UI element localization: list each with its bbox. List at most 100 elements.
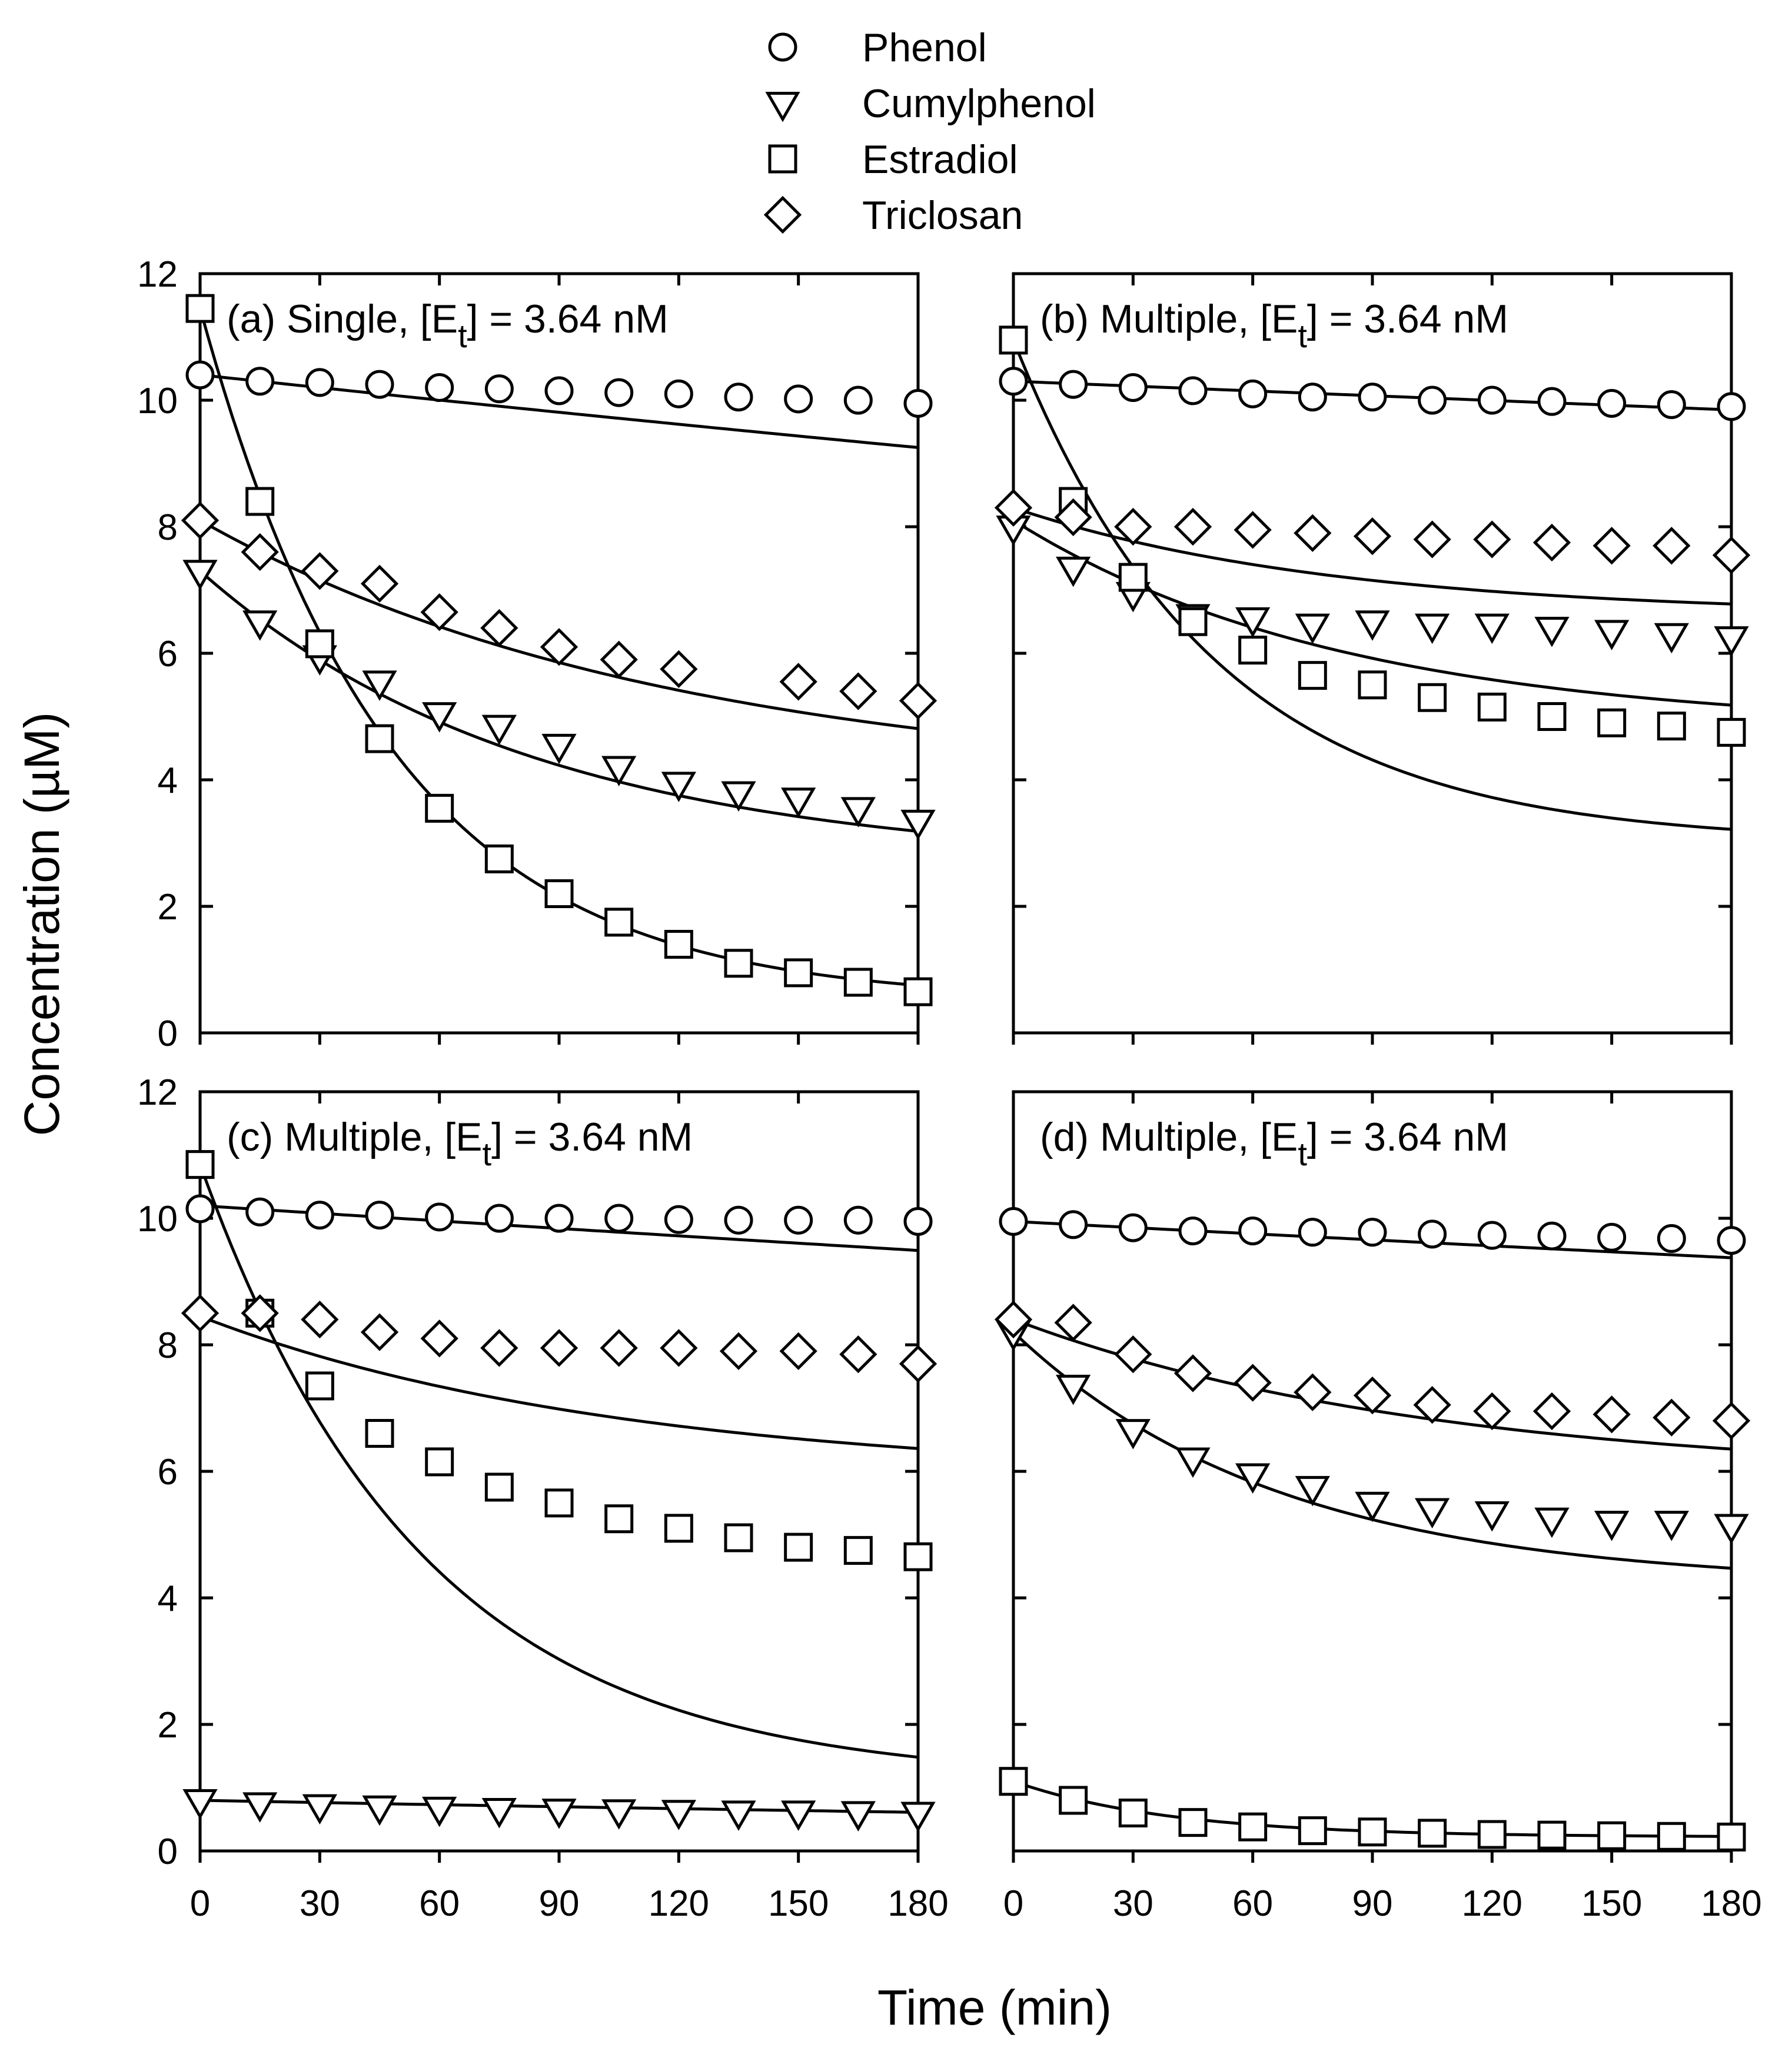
- panel-b-point-phenol-105: [1418, 385, 1447, 415]
- panel-a-point-phenol-105: [604, 378, 634, 407]
- panel-a-point-triclosan-180: [899, 682, 937, 720]
- panel-d-point-cumylphenol-150: [1594, 1511, 1630, 1541]
- panel-d-point-cumylphenol-90: [1355, 1491, 1390, 1523]
- panel-d: 0 30 60 90 120 150 180 (d) Multiple, [Et] = 3.6…: [994, 1090, 1762, 1924]
- panel-b-point-phenol-135: [1537, 387, 1567, 416]
- panel-d-point-cumylphenol-135: [1534, 1507, 1570, 1538]
- panel-d-frame: [1012, 1090, 1733, 1853]
- panel-c-xtick-label-150: 150: [768, 1883, 829, 1924]
- panel-b-point-phenol-180: [1717, 392, 1746, 421]
- panel-a: 0 2 4 6 8 10 12 (a) Single, [Et] = 3.64 nM: [137, 254, 937, 1054]
- panel-a-point-phenol-135: [724, 383, 753, 412]
- panel-d-point-triclosan-0: [994, 1300, 1033, 1339]
- panel-c-point-phenol-45: [365, 1201, 394, 1230]
- panel-a-point-cumylphenol-15: [242, 610, 278, 641]
- panel-b-point-phenol-30: [1118, 373, 1148, 402]
- panel-a-point-estradiol-105: [604, 908, 634, 937]
- panel-d-point-triclosan-15: [1054, 1304, 1092, 1342]
- panel-c-xtick-label-0: 0: [190, 1883, 210, 1924]
- panel-a-ytick-label-4: 4: [158, 760, 178, 801]
- panel-a-point-triclosan-75: [480, 609, 518, 647]
- panel-d-point-cumylphenol-180: [1714, 1514, 1749, 1544]
- panel-a-point-cumylphenol-165: [840, 797, 876, 827]
- panel-d-point-estradiol-30: [1118, 1799, 1148, 1827]
- panel-c-point-triclosan-120: [660, 1329, 698, 1367]
- panel-c-fit-triclosan: [200, 1315, 919, 1450]
- panel-c-point-cumylphenol-180: [900, 1802, 936, 1833]
- panel-b-point-cumylphenol-90: [1355, 610, 1390, 641]
- panel-b-point-triclosan-120: [1473, 520, 1511, 559]
- panel-d-point-triclosan-90: [1353, 1376, 1392, 1415]
- panel-d-point-estradiol-45: [1178, 1808, 1208, 1837]
- legend-item-estradiol: Estradiol: [768, 137, 1018, 182]
- panel-d-point-phenol-30: [1118, 1213, 1148, 1242]
- panel-c-point-estradiol-165: [843, 1535, 873, 1565]
- panel-d-xtick-label-30: 30: [1113, 1883, 1153, 1924]
- legend-marker-estradiol: [768, 144, 797, 174]
- panel-d-label: (d) Multiple, [Et] = 3.64 nM: [1040, 1115, 1508, 1172]
- panel-a-point-cumylphenol-75: [481, 714, 517, 746]
- panel-d-point-estradiol-180: [1717, 1822, 1746, 1852]
- legend-marker-cumylphenol: [765, 92, 800, 122]
- panel-c-point-cumylphenol-60: [422, 1796, 457, 1827]
- panel-c-point-triclosan-75: [480, 1329, 518, 1367]
- panel-c-point-estradiol-0: [185, 1150, 215, 1179]
- panel-c-ytick-label-10: 10: [137, 1199, 178, 1239]
- panel-b-point-cumylphenol-120: [1474, 613, 1510, 644]
- panel-a-ytick-label-10: 10: [137, 381, 178, 421]
- panel-a-point-phenol-90: [544, 376, 574, 406]
- panel-b-point-estradiol-0: [999, 325, 1028, 355]
- panel-d-xtick-label-120: 120: [1462, 1883, 1522, 1924]
- panel-b-point-estradiol-90: [1358, 670, 1387, 700]
- panel-c-point-estradiol-45: [365, 1419, 394, 1448]
- panel-b-point-triclosan-105: [1413, 520, 1451, 559]
- panel-d-point-phenol-165: [1657, 1224, 1686, 1253]
- panel-a-point-estradiol-60: [425, 793, 454, 823]
- panel-c-ytick-label-2: 2: [158, 1705, 178, 1746]
- panel-a-point-phenol-45: [365, 370, 394, 399]
- panel-d-point-phenol-150: [1597, 1222, 1627, 1252]
- panel-b-point-triclosan-180: [1712, 536, 1751, 574]
- panel-d-point-triclosan-150: [1592, 1395, 1631, 1434]
- panel-a-point-phenol-165: [843, 385, 873, 415]
- panel-c-point-estradiol-60: [425, 1447, 454, 1477]
- panel-a-point-estradiol-135: [724, 949, 753, 978]
- legend-marker-phenol: [768, 32, 797, 62]
- panel-c-point-triclosan-0: [181, 1294, 220, 1332]
- panel-a-series-estradiol: [185, 294, 933, 1006]
- x-axis-title: Time (min): [877, 1980, 1112, 2035]
- panel-d-series-estradiol: [999, 1767, 1746, 1852]
- panel-a-point-cumylphenol-150: [781, 787, 816, 818]
- panel-d-point-phenol-180: [1717, 1226, 1746, 1255]
- panel-b-point-triclosan-60: [1234, 511, 1272, 549]
- panel-b-point-phenol-75: [1298, 383, 1327, 412]
- panel-a-point-phenol-75: [484, 374, 514, 404]
- panel-c-point-estradiol-75: [484, 1473, 514, 1502]
- panel-d-point-estradiol-60: [1238, 1812, 1268, 1842]
- panel-c-point-triclosan-30: [301, 1300, 339, 1339]
- panel-a-point-triclosan-120: [660, 650, 698, 689]
- panel-a-point-triclosan-150: [779, 663, 817, 701]
- panel-a-point-phenol-15: [245, 367, 275, 396]
- panel-b-point-cumylphenol-150: [1594, 620, 1630, 650]
- panel-b-point-phenol-15: [1059, 370, 1088, 399]
- panel-d-point-cumylphenol-15: [1056, 1374, 1091, 1405]
- legend-label-triclosan: Triclosan: [862, 193, 1023, 238]
- panel-b-point-phenol-150: [1597, 388, 1627, 418]
- panel-d-point-estradiol-120: [1477, 1820, 1507, 1849]
- panel-b-point-cumylphenol-75: [1295, 613, 1330, 644]
- panel-a-point-cumylphenol-90: [541, 733, 577, 765]
- panel-c-point-cumylphenol-15: [242, 1792, 278, 1823]
- panel-b-point-estradiol-165: [1657, 712, 1686, 741]
- panel-b-series-triclosan: [994, 488, 1751, 606]
- panel-a-point-phenol-120: [664, 379, 693, 408]
- panel-a-point-triclosan-60: [420, 593, 458, 632]
- panel-a-fit-triclosan: [199, 519, 919, 730]
- panel-b: (b) Multiple, [Et] = 3.64 nM: [994, 272, 1751, 1045]
- panel-c-point-estradiol-120: [664, 1514, 693, 1543]
- panel-a-ytick-label-12: 12: [137, 254, 178, 295]
- panel-a-point-triclosan-105: [600, 640, 638, 679]
- panel-c-point-phenol-135: [724, 1205, 753, 1235]
